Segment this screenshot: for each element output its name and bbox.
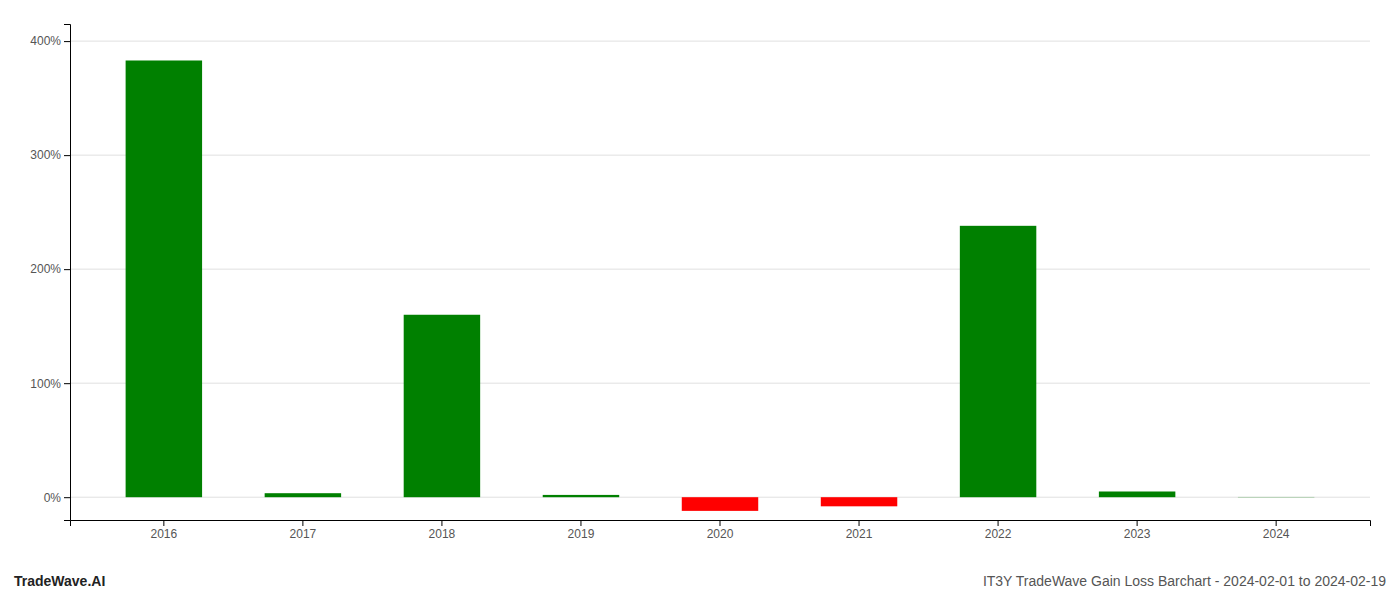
bar (821, 497, 897, 506)
y-tick-label: 200% (30, 262, 61, 276)
x-tick-mark (720, 520, 721, 526)
y-tick: 100% (30, 377, 70, 391)
bar (682, 497, 758, 511)
y-tick-mark (64, 41, 70, 42)
bar (265, 493, 341, 497)
x-tick-mark (580, 520, 581, 526)
x-tick-mark (441, 520, 442, 526)
x-axis-line (71, 521, 1371, 527)
y-tick-label: 300% (30, 148, 61, 162)
bars (126, 60, 1315, 510)
x-tick-mark (998, 520, 999, 526)
x-tick-mark (302, 520, 303, 526)
y-tick-mark (64, 497, 70, 498)
watermark: TradeWave.AI (14, 573, 105, 589)
y-tick-label: 100% (30, 377, 61, 391)
x-tick: 2020 (707, 520, 734, 541)
x-tick-label: 2016 (150, 527, 177, 541)
x-tick-mark (1137, 520, 1138, 526)
x-tick: 2018 (429, 520, 456, 541)
x-tick-mark (1276, 520, 1277, 526)
y-tick: 300% (30, 148, 70, 162)
title: IT3Y TradeWave Gain Loss Barchart - 2024… (983, 573, 1386, 589)
x-axis: 2016 2017 2018 2019 2020 2021 2022 2023 2024 (71, 520, 1371, 541)
bar (960, 226, 1036, 497)
grid-line (70, 269, 1370, 270)
x-tick-label: 2018 (429, 527, 456, 541)
grid (70, 41, 1370, 497)
bar (1099, 491, 1175, 497)
x-tick-mark (163, 520, 164, 526)
x-tick-label: 2021 (846, 527, 873, 541)
bar (126, 60, 202, 497)
x-tick-label: 2022 (985, 527, 1012, 541)
x-tick-label: 2019 (568, 527, 595, 541)
y-axis-line (64, 25, 71, 521)
x-tick-label: 2017 (290, 527, 317, 541)
y-tick-mark (64, 155, 70, 156)
y-tick: 400% (30, 34, 70, 48)
chart: 0%100%200%300%400%2016201720182019202020… (0, 0, 1400, 600)
x-tick: 2017 (290, 520, 317, 541)
bar (1238, 496, 1314, 497)
x-tick: 2019 (568, 520, 595, 541)
grid-line (70, 41, 1370, 42)
bar (543, 495, 619, 497)
x-tick: 2024 (1263, 520, 1290, 541)
y-tick: 0% (44, 491, 70, 505)
y-tick-mark (64, 269, 70, 270)
x-tick-label: 2023 (1124, 527, 1151, 541)
y-tick-label: 400% (30, 34, 61, 48)
grid-line (70, 155, 1370, 156)
x-tick: 2016 (150, 520, 177, 541)
x-tick-label: 2024 (1263, 527, 1290, 541)
y-tick-label: 0% (44, 491, 62, 505)
y-tick: 200% (30, 262, 70, 276)
x-tick: 2022 (985, 520, 1012, 541)
x-tick: 2023 (1124, 520, 1151, 541)
x-tick-mark (859, 520, 860, 526)
x-tick: 2021 (846, 520, 873, 541)
x-tick-label: 2020 (707, 527, 734, 541)
y-tick-mark (64, 383, 70, 384)
y-axis: 0% 100% 200% 300% 400% (30, 25, 70, 521)
bar (404, 315, 480, 497)
grid-line (70, 383, 1370, 384)
